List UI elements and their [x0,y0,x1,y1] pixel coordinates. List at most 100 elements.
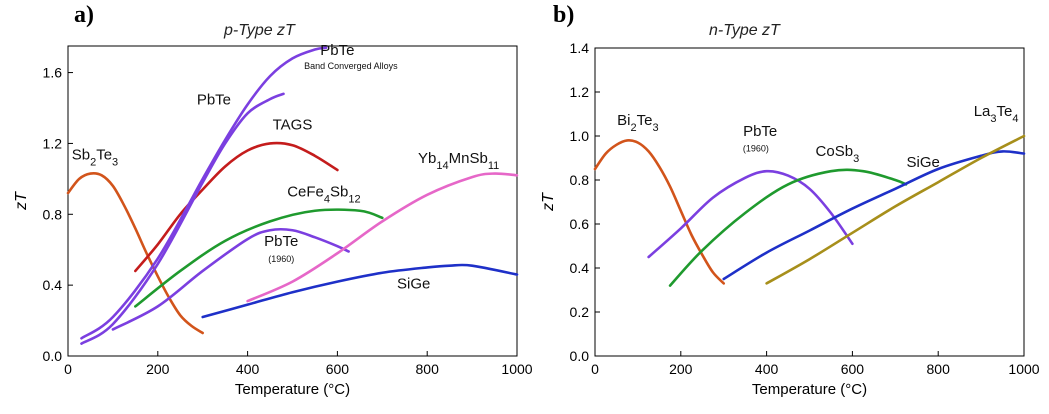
y-tick-label: 1.4 [570,40,590,56]
series-line [80,92,285,345]
y-tick-label: 1.0 [570,128,590,144]
annotation-text: (1960) [268,254,294,264]
x-tick-label: 400 [755,361,779,377]
series-annotation: Band Converged Alloys [304,61,398,71]
series-line [66,171,204,335]
annotation-text: PbTe [197,91,231,108]
series-annotation: La3Te4 [974,103,1019,125]
series-annotation: SiGe [907,154,940,171]
annotation-text: (1960) [743,143,769,153]
series-annotation: CoSb3 [816,143,860,165]
series-line [201,263,519,319]
series-annotation: TAGS [273,116,313,133]
annotation-subscript: 14 [436,160,448,172]
series-annotation: Yb14MnSb11 [418,150,499,172]
series-annotation: PbTe [320,42,354,59]
chart-title-p-type: p-Type zT [224,22,295,39]
y-axis-label: zT [540,192,557,212]
annotation-text: CeFe [287,184,324,201]
annotation-subscript: 2 [90,156,96,168]
y-tick-label: 1.6 [43,65,63,81]
chart-title-n-type: n-Type zT [709,22,780,39]
annotation-subscript: 11 [488,160,499,172]
annotation-subscript: 4 [1012,113,1018,125]
annotation-text: La [974,103,991,120]
y-tick-label: 0.6 [570,216,590,232]
x-tick-label: 200 [146,361,170,377]
n-type-chart: 0 200 400 600 800 1000 0.0 0.2 0.4 0.6 0.8 1.0 1.2 1.… [540,40,1040,398]
series-annotation: Sb2Te3 [72,146,118,168]
annotation-subscript: 3 [112,156,118,168]
annotation-subscript: 3 [652,122,658,134]
series-line [134,141,339,273]
plot-frame [594,47,1025,357]
y-tick-label: 1.2 [43,135,63,151]
annotation-text: Sb [330,184,348,201]
annotation-text: Band Converged Alloys [304,61,398,71]
series-annotation: PbTe [743,123,777,140]
y-tick-label: 0.8 [570,172,590,188]
series-annotation: SiGe [397,276,430,293]
annotation-text: PbTe [320,42,354,59]
series-annotation: PbTe [264,233,298,250]
annotation-subscript: 3 [853,153,859,165]
y-tick-label: 0.4 [43,277,63,293]
annotation-subscript: 2 [631,122,637,134]
x-tick-label: 0 [591,361,599,377]
y-tick-label: 0.4 [570,260,590,276]
x-tick-label: 600 [841,361,865,377]
panel-n-type: b) n-Type zT 0 200 400 600 800 1000 0.0 0.2 0.4 0… [525,0,1049,414]
y-tick-label: 0.0 [570,348,590,364]
annotation-text: Yb [418,150,436,167]
x-tick-label: 0 [64,361,72,377]
y-axis-label: zT [13,191,30,211]
series-line [80,46,328,340]
annotation-text: Te [96,146,112,163]
x-tick-label: 200 [669,361,693,377]
annotation-text: PbTe [743,123,777,140]
y-tick-label: 0.8 [43,206,63,222]
panel-label-b: b) [553,2,575,28]
annotation-text: SiGe [907,154,940,171]
annotation-text: PbTe [264,233,298,250]
series-line [593,139,725,285]
series-line [647,169,854,259]
panel-label-a: a) [74,2,94,28]
series-annotation: (1960) [743,143,769,153]
annotation-text: Sb [72,146,90,163]
y-tick-label: 1.2 [570,84,590,100]
y-tick-label: 0.2 [570,304,590,320]
annotation-text: MnSb [449,150,488,167]
annotation-text: TAGS [273,116,313,133]
series-line [765,134,1026,285]
panel-p-type: a) p-Type zT 0 200 400 600 800 1000 0.0 0.4 0.8 1… [13,2,533,398]
series-annotation: (1960) [268,254,294,264]
annotation-text: Te [997,103,1013,120]
x-axis-label: Temperature (°C) [752,381,867,398]
annotation-subscript: 3 [990,113,996,125]
y-tick-label: 0.0 [43,348,63,364]
series-line [111,227,350,331]
x-tick-label: 600 [326,361,350,377]
series-annotation: PbTe [197,91,231,108]
series-line [134,208,384,308]
annotation-text: Te [637,112,653,129]
annotation-text: SiGe [397,276,430,293]
series-line [668,168,908,287]
annotation-subscript: 12 [348,194,360,206]
series-annotation: Bi2Te3 [617,112,658,134]
series-line [722,150,1026,281]
x-tick-label: 400 [236,361,260,377]
annotation-text: CoSb [816,143,854,160]
x-axis-label: Temperature (°C) [235,381,350,398]
x-tick-label: 800 [927,361,951,377]
series-line [246,172,519,303]
x-tick-label: 1000 [501,361,532,377]
x-tick-label: 1000 [1008,361,1039,377]
annotation-subscript: 4 [324,194,330,206]
annotation-text: Bi [617,112,630,129]
series-annotation: CeFe4Sb12 [287,184,360,206]
plot-frame [67,45,518,357]
p-type-chart: 0 200 400 600 800 1000 0.0 0.4 0.8 1.2 1.6 Temperat… [13,42,533,398]
x-tick-label: 800 [416,361,440,377]
